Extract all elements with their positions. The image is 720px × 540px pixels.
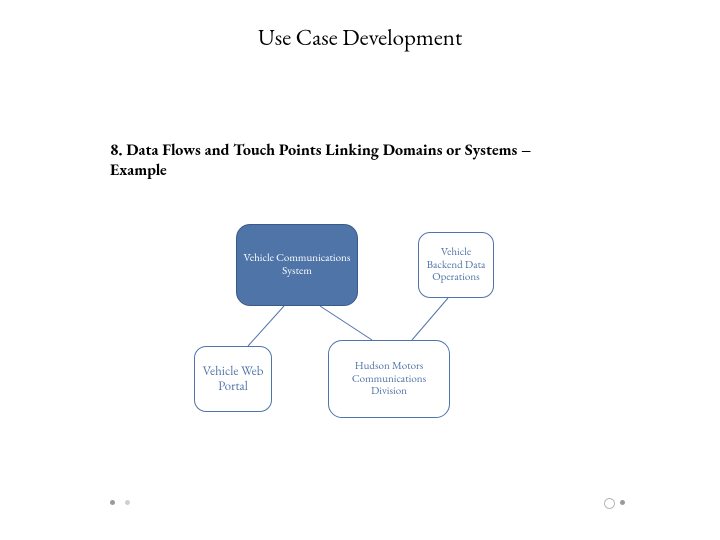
node-vbdo: Vehicle Backend Data Operations: [418, 232, 494, 298]
diagram-edge: [412, 298, 448, 340]
diagram-container: Vehicle Communications System Vehicle Bac…: [0, 0, 720, 540]
decor-dot-right: [620, 500, 625, 505]
node-vwp: Vehicle Web Portal: [194, 346, 272, 412]
slide: Use Case Development 8. Data Flows and T…: [0, 0, 720, 540]
node-label: Vehicle Backend Data Operations: [423, 246, 489, 284]
diagram-edge: [320, 306, 372, 340]
node-label: Vehicle Communications System: [241, 252, 353, 277]
node-hmcd: Hudson Motors Communications Division: [328, 340, 450, 418]
diagram-edges: [0, 0, 720, 540]
diagram-edge: [248, 306, 284, 346]
decor-circle-right: [604, 498, 615, 509]
node-label: Hudson Motors Communications Division: [333, 360, 445, 398]
node-label: Vehicle Web Portal: [199, 364, 267, 394]
node-vcs: Vehicle Communications System: [236, 224, 358, 306]
decor-dot-left-2: [125, 500, 130, 505]
decor-dot-left-1: [110, 500, 115, 505]
